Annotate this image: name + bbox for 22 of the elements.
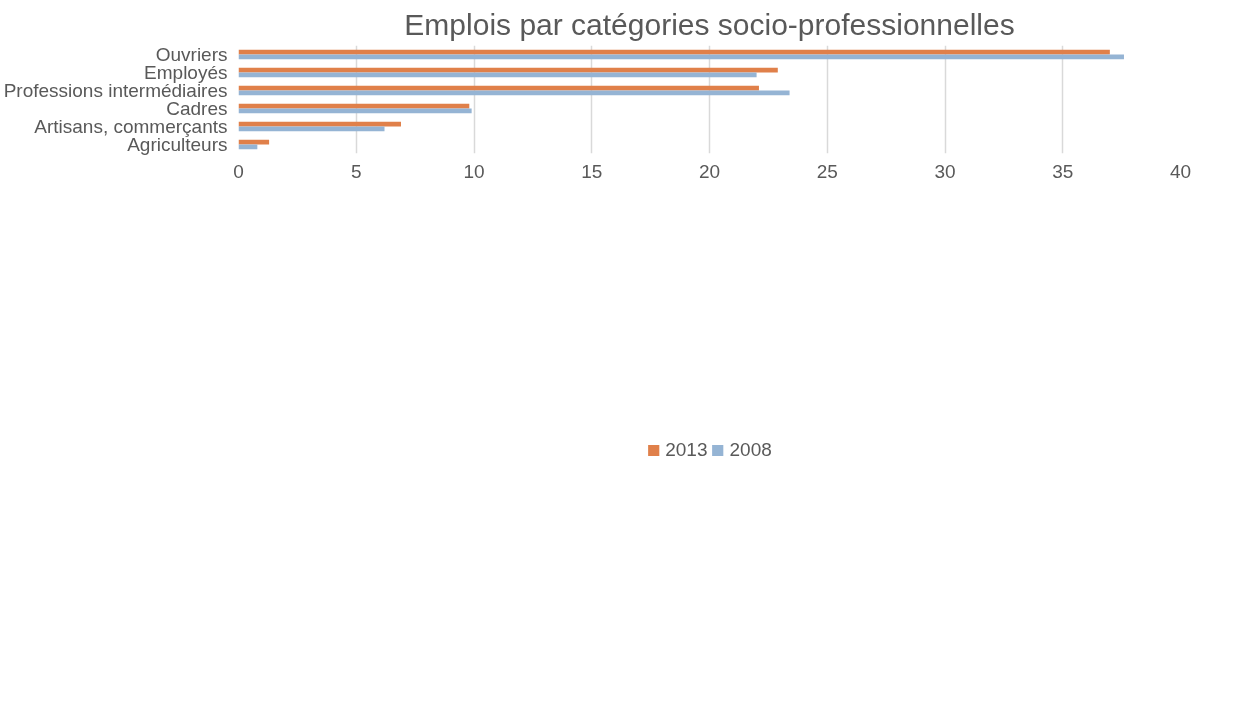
y-tick-label: Ouvriers bbox=[155, 44, 228, 65]
bar bbox=[238, 67, 778, 73]
x-tick-label: 10 bbox=[463, 160, 485, 182]
x-tick-label: 35 bbox=[1052, 160, 1074, 182]
bar bbox=[238, 139, 270, 145]
x-tick-label: 25 bbox=[816, 160, 838, 182]
x-tick-label: 15 bbox=[581, 160, 603, 182]
legend-label: 2013 bbox=[665, 439, 708, 461]
bar bbox=[238, 121, 401, 127]
x-tick-label: 30 bbox=[934, 160, 956, 182]
x-tick-label: 20 bbox=[698, 160, 721, 182]
chart-title: Emplois par catégories socio-professionnelles bbox=[404, 7, 1015, 41]
legend-label: 2008 bbox=[729, 439, 772, 461]
y-tick-label: Artisans, commerçants bbox=[34, 116, 228, 137]
bar bbox=[238, 85, 759, 91]
bar bbox=[238, 49, 1110, 55]
x-tick-label: 0 bbox=[233, 160, 244, 182]
x-tick-label: 40 bbox=[1169, 160, 1192, 182]
y-tick-label: Employés bbox=[144, 62, 228, 83]
y-tick-label: Cadres bbox=[166, 98, 228, 119]
x-tick-label: 5 bbox=[350, 160, 362, 182]
bar bbox=[238, 103, 470, 109]
